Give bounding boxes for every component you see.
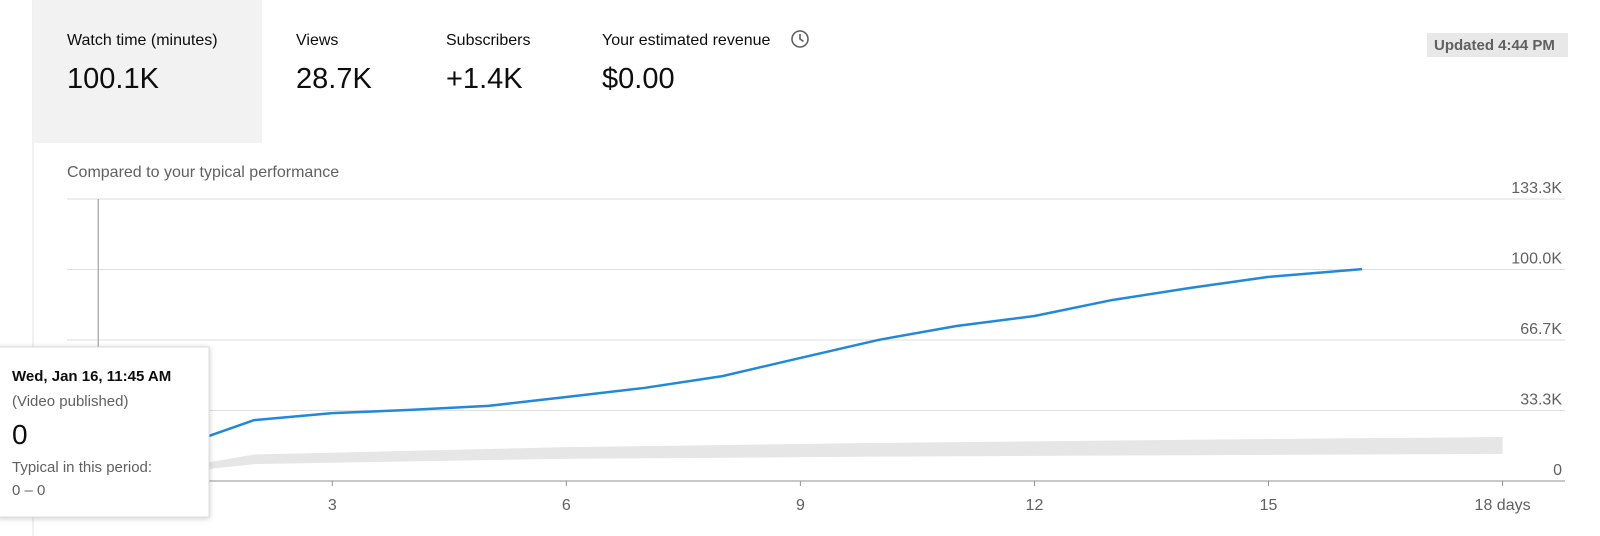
metric-tab[interactable]: Subscribers +1.4K: [446, 32, 530, 95]
metric-value: 28.7K: [296, 63, 372, 95]
updated-badge: [1427, 33, 1568, 57]
tooltip-box: [0, 346, 210, 518]
x-tick-label: 12: [1026, 497, 1044, 514]
metric-label: Views: [296, 32, 338, 49]
metric-tab[interactable]: Views 28.7K: [296, 32, 372, 95]
x-tick-label: 15: [1260, 497, 1278, 514]
metric-label: Your estimated revenue: [602, 32, 771, 49]
x-tick-label: 18 days: [1475, 497, 1531, 514]
clock-icon[interactable]: [791, 30, 809, 48]
performance-line: [97, 267, 1363, 483]
tooltip-note: (Video published): [12, 393, 128, 410]
metric-value: $0.00: [602, 63, 675, 95]
x-tick-label: 3: [328, 497, 337, 514]
tooltip-range: 0 – 0: [12, 482, 45, 499]
x-tick-label: 6: [562, 497, 571, 514]
updated-label: Updated 4:44 PM: [1434, 37, 1555, 54]
typical-range-band: [98, 437, 1503, 481]
selected-tab-bg: [33, 0, 262, 143]
x-tick-label: 9: [796, 497, 805, 514]
tooltip-value: 0: [12, 419, 28, 450]
metric-value: +1.4K: [446, 63, 523, 95]
metric-label: Watch time (minutes): [67, 32, 218, 49]
y-tick-label: 133.3K: [1511, 180, 1562, 197]
metric-label: Subscribers: [446, 32, 530, 49]
tooltip-range-title: Typical in this period:: [12, 459, 152, 476]
metric-value: 100.1K: [67, 63, 160, 95]
tooltip: Wed, Jan 16, 11:45 AM (Video published) …: [0, 346, 210, 518]
y-tick-label: 33.3K: [1520, 392, 1562, 409]
metric-tab[interactable]: Your estimated revenue $0.00: [602, 32, 771, 95]
tooltip-title: Wed, Jan 16, 11:45 AM: [12, 368, 171, 385]
y-tick-label: 100.0K: [1511, 250, 1562, 267]
y-tick-label: 66.7K: [1520, 321, 1562, 338]
y-tick-label: 0: [1553, 462, 1562, 479]
plot: 0 33.3K 66.7K 100.0K 133.3K 3 6 9 12 15 18 days: [67, 180, 1565, 514]
chart-subtitle: Compared to your typical performance: [67, 164, 339, 181]
metric-tab[interactable]: Watch time (minutes) 100.1K: [67, 32, 218, 95]
